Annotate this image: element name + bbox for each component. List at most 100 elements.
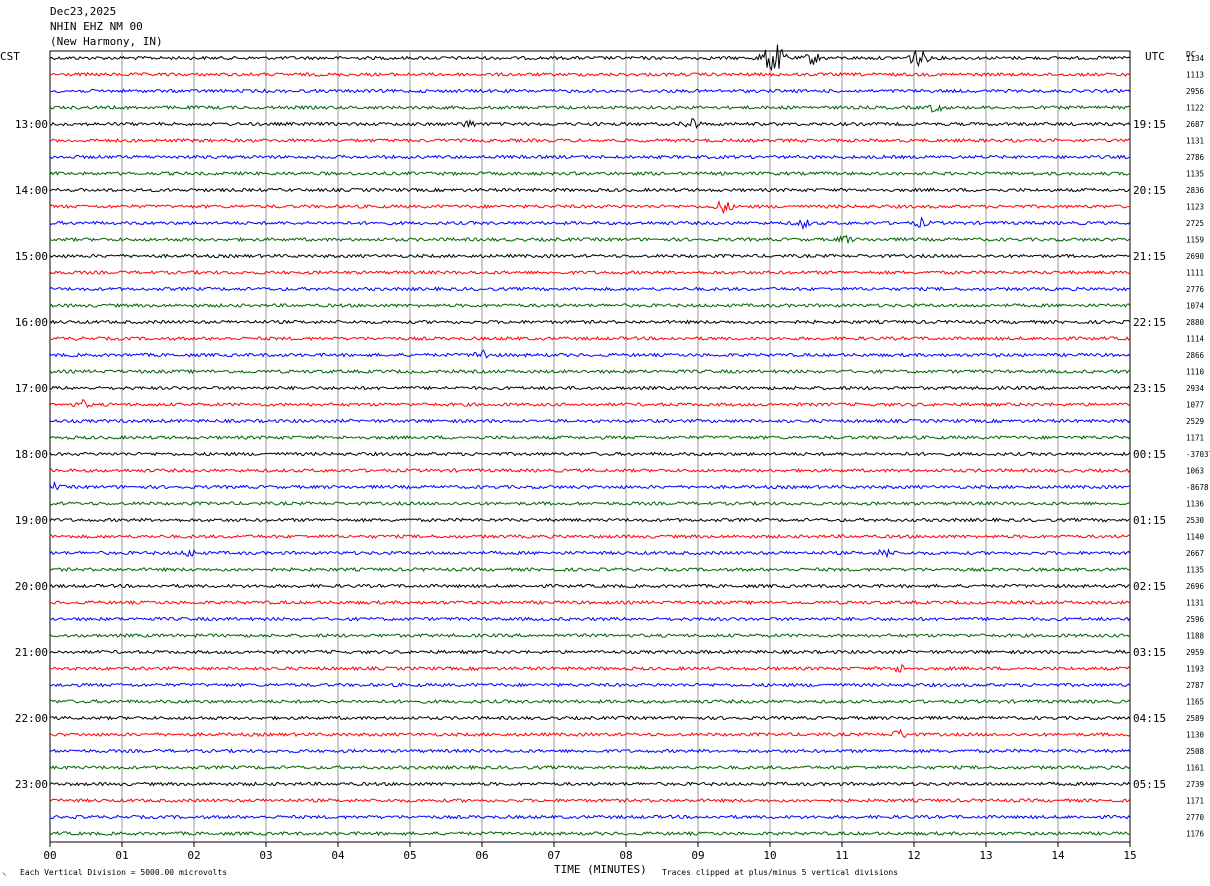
trace-line xyxy=(49,117,1131,130)
trace-line xyxy=(49,385,1131,391)
x-tick-label: 13 xyxy=(979,849,992,862)
x-tick-label: 01 xyxy=(115,849,128,862)
dc-offset-label: 2739 xyxy=(1186,780,1204,789)
x-tick-label: 00 xyxy=(43,849,56,862)
trace-line xyxy=(49,71,1131,78)
dc-offset-label: 1131 xyxy=(1186,137,1204,146)
trace-line xyxy=(49,88,1131,94)
dc-offset-label: 1165 xyxy=(1186,698,1204,707)
x-axis-label: TIME (MINUTES) xyxy=(554,863,647,876)
dc-offset-label: 2776 xyxy=(1186,285,1205,294)
right-hour-label: 04:15 xyxy=(1133,712,1166,725)
trace-line xyxy=(50,599,1131,606)
x-tick-label: 05 xyxy=(403,849,416,862)
dc-offset-label: 1135 xyxy=(1186,170,1204,179)
x-tick-label: 11 xyxy=(835,849,848,862)
left-hour-label: 17:00 xyxy=(15,382,48,395)
trace-line xyxy=(49,616,1131,622)
dc-offset-label: 1193 xyxy=(1186,665,1204,674)
dc-offset-label: 1113 xyxy=(1186,71,1204,80)
dc-offset-label: 1130 xyxy=(1186,731,1205,740)
x-tick-label: 09 xyxy=(691,849,704,862)
x-tick-label: 02 xyxy=(187,849,200,862)
dc-offset-label: 2956 xyxy=(1186,87,1205,96)
trace-line xyxy=(49,649,1131,655)
trace-line xyxy=(49,216,1131,231)
trace-line xyxy=(49,349,1131,359)
x-tick-label: 07 xyxy=(547,849,560,862)
dc-offset-label: 1134 xyxy=(1186,54,1205,63)
trace-line xyxy=(49,368,1131,375)
dc-offset-label: 2529 xyxy=(1186,417,1204,426)
trace-line xyxy=(49,199,1131,214)
trace-line xyxy=(49,170,1131,177)
dc-offset-label: 1161 xyxy=(1186,764,1204,773)
header-location: (New Harmony, IN) xyxy=(50,35,163,48)
dc-offset-label: 1123 xyxy=(1186,203,1204,212)
dc-offset-label: 2596 xyxy=(1186,615,1205,624)
trace-line xyxy=(49,748,1131,754)
dc-offset-label: 2934 xyxy=(1186,384,1205,393)
trace-line xyxy=(49,548,1131,559)
right-hour-label: 03:15 xyxy=(1133,646,1166,659)
dc-offset-label: 2836 xyxy=(1186,186,1205,195)
dc-offset-label: 2687 xyxy=(1186,120,1204,129)
trace-line xyxy=(49,682,1131,688)
dc-offset-label: 2787 xyxy=(1186,681,1204,690)
right-hour-label: 21:15 xyxy=(1133,250,1166,263)
x-tick-label: 03 xyxy=(259,849,272,862)
right-hour-label: 22:15 xyxy=(1133,316,1166,329)
dc-offset-label: 1111 xyxy=(1186,269,1204,278)
dc-offset-label: 1077 xyxy=(1186,401,1204,410)
trace-line xyxy=(49,137,1131,144)
left-hour-label: 16:00 xyxy=(15,316,48,329)
dc-offset-label: 2959 xyxy=(1186,648,1204,657)
trace-line xyxy=(49,517,1131,523)
scale-icon: ⸜ xyxy=(2,868,7,878)
left-hour-label: 15:00 xyxy=(15,250,48,263)
right-hour-label: 05:15 xyxy=(1133,778,1166,791)
dc-offset-label: 1063 xyxy=(1186,467,1204,476)
trace-line xyxy=(49,434,1131,441)
trace-line xyxy=(50,663,1131,673)
right-hour-label: 23:15 xyxy=(1133,382,1166,395)
right-hour-label: 01:15 xyxy=(1133,514,1166,527)
trace-line xyxy=(49,728,1131,739)
dc-offset-label: 1114 xyxy=(1186,335,1205,344)
scale-note: Each Vertical Division = 5000.00 microvo… xyxy=(20,868,228,877)
dc-offset-label: 1122 xyxy=(1186,104,1204,113)
dc-offset-label: 1135 xyxy=(1186,566,1204,575)
dc-offset-label: 2690 xyxy=(1186,252,1205,261)
trace-line xyxy=(49,467,1131,474)
x-tick-label: 10 xyxy=(763,849,776,862)
trace-line xyxy=(49,566,1131,573)
left-hour-label: 22:00 xyxy=(15,712,48,725)
dc-offset-label: 1110 xyxy=(1186,368,1205,377)
trace-line xyxy=(50,698,1131,704)
dc-offset-label: 2667 xyxy=(1186,549,1204,558)
trace-line xyxy=(49,830,1131,837)
trace-line xyxy=(49,103,1131,113)
trace-line xyxy=(49,418,1131,424)
trace-line xyxy=(49,286,1131,292)
trace-line xyxy=(49,533,1131,539)
dc-offset-label: 1140 xyxy=(1186,533,1205,542)
dc-offset-label: 1176 xyxy=(1186,830,1205,839)
dc-offset-label: 1131 xyxy=(1186,599,1204,608)
trace-line xyxy=(49,781,1131,787)
header-date: Dec23,2025 xyxy=(50,5,117,18)
x-tick-label: 08 xyxy=(619,849,632,862)
dc-offset-label: 2725 xyxy=(1186,219,1204,228)
plot-frame xyxy=(49,50,1131,843)
dc-offset-label: 2530 xyxy=(1186,516,1205,525)
right-hour-label: 02:15 xyxy=(1133,580,1166,593)
left-hour-label: 19:00 xyxy=(15,514,48,527)
left-hour-label: 13:00 xyxy=(15,118,48,131)
x-tick-label: 14 xyxy=(1051,849,1065,862)
trace-line xyxy=(49,234,1131,244)
left-hour-label: 18:00 xyxy=(15,448,48,461)
dc-offset-label: 1074 xyxy=(1186,302,1205,311)
dc-offset-label: 2696 xyxy=(1186,582,1205,591)
dc-offset-label: 2786 xyxy=(1186,153,1205,162)
